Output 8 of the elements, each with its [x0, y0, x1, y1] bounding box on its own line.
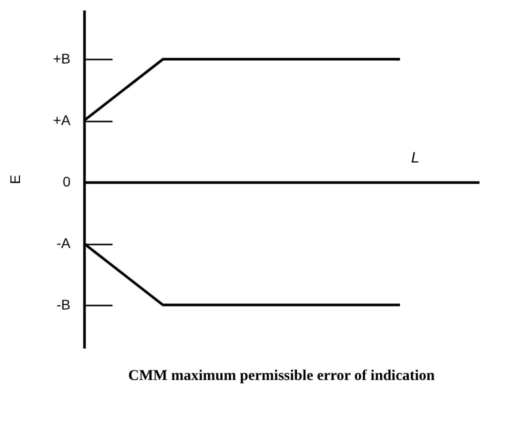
text: +A	[52, 112, 72, 128]
y-axis-title: E	[6, 174, 23, 184]
x-axis-title: L	[411, 150, 420, 167]
text: -B	[56, 296, 70, 312]
text: +B	[52, 50, 70, 67]
text: 0	[62, 174, 71, 190]
text: CMM maximum permissible error of indication	[128, 368, 436, 384]
text: -A	[56, 235, 72, 252]
